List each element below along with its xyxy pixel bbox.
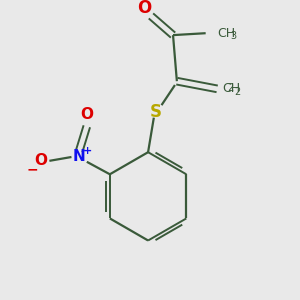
Text: CH: CH (222, 82, 240, 95)
Text: O: O (137, 0, 152, 17)
Text: S: S (150, 103, 162, 121)
Text: N: N (73, 149, 85, 164)
Text: 3: 3 (231, 31, 237, 41)
Text: 2: 2 (235, 87, 241, 97)
Text: +: + (83, 146, 92, 156)
Text: CH: CH (217, 27, 235, 40)
Text: 2: 2 (227, 83, 234, 93)
Text: O: O (34, 153, 47, 168)
Text: −: − (26, 163, 38, 176)
Text: O: O (80, 107, 93, 122)
